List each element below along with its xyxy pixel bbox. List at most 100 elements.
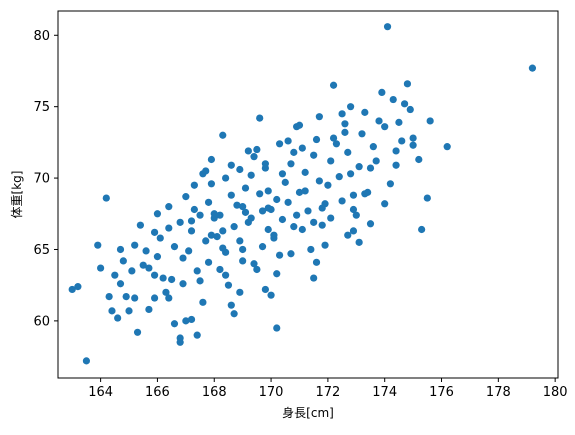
data-point [347,170,355,178]
data-point [150,271,159,279]
data-point [236,288,244,296]
data-point [244,147,252,155]
x-tick-label: 174 [372,385,397,400]
data-point [116,245,125,254]
data-point [156,234,164,242]
y-tick-label: 75 [33,100,50,115]
x-axis-label: 身長[cm] [282,405,334,420]
data-point [133,328,142,336]
data-point [372,157,380,165]
data-point [131,241,139,249]
data-point [361,190,369,198]
data-point [82,357,91,365]
x-axis-ticks: 164 166 168 170 172 174 176 178 180 [88,378,568,400]
data-point [190,205,198,214]
data-point [369,143,377,151]
data-point [287,250,295,258]
y-tick-label: 60 [33,314,50,329]
data-point [94,241,102,249]
data-point [102,194,110,202]
data-point [423,194,431,202]
data-point [347,103,355,111]
data-point [241,184,250,192]
x-tick-label: 180 [543,385,568,400]
x-tick-label: 176 [429,385,454,400]
y-axis-ticks: 60 65 70 75 80 [33,29,58,329]
data-point [273,195,281,204]
points-layer [68,23,537,365]
data-point [207,231,216,239]
data-point [153,210,162,218]
data-point [165,224,173,232]
data-point [366,164,375,172]
data-point [74,283,82,291]
data-point [142,247,150,255]
data-point [375,117,383,125]
data-point [409,141,417,149]
data-point [324,181,332,189]
data-point [193,267,201,275]
data-point [426,117,434,125]
data-point [395,118,403,126]
data-point [111,271,119,279]
x-tick-label: 178 [486,385,511,400]
data-point [378,88,386,96]
data-point [335,173,343,181]
data-point [139,261,147,269]
data-point [176,218,184,226]
data-point [207,180,216,188]
data-point [179,280,187,288]
data-point [284,198,292,206]
data-point [250,260,258,268]
data-point [165,203,173,211]
data-point [403,80,412,88]
data-point [105,293,113,301]
data-point [284,137,292,145]
data-point [230,310,238,318]
data-point [273,324,281,332]
data-point [182,193,190,201]
data-point [122,293,130,301]
data-point [204,198,213,206]
data-point [119,257,127,265]
data-point [355,238,363,246]
data-point [381,123,389,131]
y-axis-label: 体重[kg] [10,171,24,219]
data-point [264,225,272,234]
data-point [68,285,76,294]
data-point [179,254,187,262]
data-point [227,161,235,169]
x-tick-label: 168 [202,385,227,400]
data-point [210,214,218,222]
data-point [258,243,267,251]
data-point [253,265,261,274]
data-point [241,208,250,216]
data-point [190,181,198,189]
data-point [199,298,207,306]
data-point [321,241,329,249]
data-point [278,215,287,224]
data-point [256,114,264,122]
data-point [219,227,227,235]
data-point [227,191,235,199]
data-point [366,220,375,228]
data-point [187,217,196,225]
data-point [415,155,423,164]
data-point [418,225,426,234]
data-point [329,134,338,142]
data-point [341,128,349,136]
data-point [409,134,417,142]
y-tick-label: 70 [33,172,50,187]
data-point [145,264,153,272]
data-point [307,245,315,254]
data-point [219,244,227,252]
data-point [150,228,159,236]
data-point [406,105,414,114]
data-point [298,144,306,152]
data-point [318,221,326,229]
plot-frame [57,10,559,379]
data-point [150,294,159,302]
data-point [332,140,341,148]
data-point [304,207,312,215]
